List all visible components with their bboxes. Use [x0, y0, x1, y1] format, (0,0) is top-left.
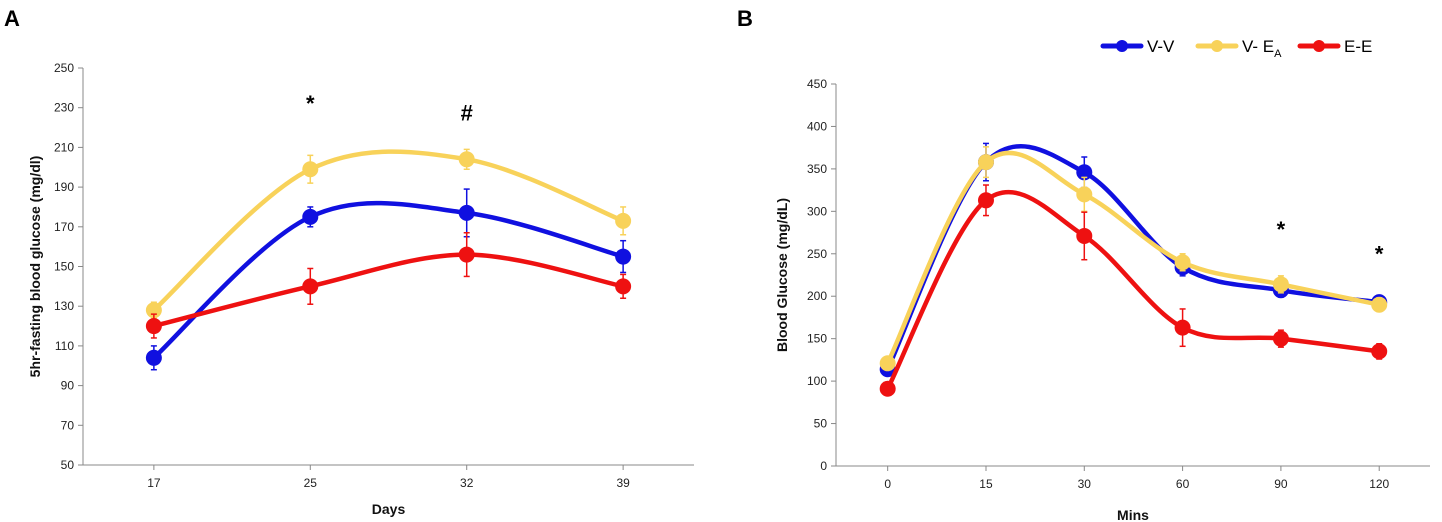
- legend-marker-v-ea: [1211, 40, 1223, 52]
- panel-a: A 50 70 90 110 130 150 170 190 210 230 250 17 25 32 39 D…: [4, 6, 694, 517]
- y-tick-label: 400: [807, 119, 827, 133]
- series-e-e: [879, 184, 1388, 397]
- y-tick-label: 50: [61, 458, 75, 472]
- y-tick-label: 130: [54, 299, 74, 313]
- x-tick-label: 30: [1078, 477, 1092, 491]
- y-tick-label: 150: [807, 332, 827, 346]
- legend-label-v-ea: V- EA: [1242, 37, 1282, 60]
- data-point-e-e: [977, 192, 994, 209]
- y-tick-label: 90: [61, 379, 75, 393]
- data-point-v-ea: [879, 355, 896, 372]
- panel-label: A: [4, 6, 20, 31]
- legend-label-text: E-E: [1344, 37, 1372, 56]
- x-tick-label: 17: [147, 476, 161, 490]
- data-point-e-e: [1272, 330, 1289, 347]
- data-point-v-ea: [302, 161, 319, 178]
- x-tick-label: 90: [1274, 477, 1288, 491]
- data-point-e-e: [1076, 227, 1093, 244]
- panel-label: B: [737, 6, 753, 31]
- data-point-v-ea: [1174, 254, 1191, 271]
- data-point-v-v: [302, 208, 319, 225]
- x-axis-label: Days: [372, 501, 406, 517]
- data-point-v-ea: [1272, 276, 1289, 293]
- data-point-v-ea: [1371, 296, 1388, 313]
- y-tick-label: 110: [55, 339, 74, 353]
- data-point-e-e: [615, 278, 632, 295]
- legend-label-subscript: A: [1274, 48, 1282, 60]
- y-tick-label: 100: [807, 374, 827, 388]
- data-point-e-e: [302, 278, 319, 295]
- y-tick-label: 50: [814, 417, 828, 431]
- data-point-e-e: [145, 318, 162, 335]
- x-tick-label: 25: [304, 476, 318, 490]
- y-tick-label: 170: [54, 220, 74, 234]
- x-tick-label: 32: [460, 476, 474, 490]
- y-tick-label: 350: [807, 162, 827, 176]
- x-tick-label: 39: [616, 476, 630, 490]
- data-point-v-ea: [1076, 186, 1093, 203]
- significance-marker: *: [1277, 217, 1286, 242]
- legend-marker-e-e: [1313, 40, 1325, 52]
- x-tick-label: 0: [884, 477, 891, 491]
- panel-b: B 0 50 100 150 200 250 300 350 400 450 0 15 30 60 90 120…: [737, 6, 1430, 522]
- data-point-e-e: [458, 246, 475, 263]
- y-tick-label: 450: [807, 77, 827, 91]
- series-e-e: [145, 232, 632, 339]
- y-tick-label: 70: [61, 418, 75, 432]
- legend-label-e-e: E-E: [1344, 37, 1372, 56]
- legend-label-v-v: V-V: [1147, 37, 1175, 56]
- legend-marker-v-v: [1116, 40, 1128, 52]
- y-axis-label: 5hr-fasting blood glucose (mg/dl): [27, 156, 43, 378]
- data-point-e-e: [1174, 319, 1191, 336]
- x-tick-label: 15: [979, 477, 993, 491]
- data-point-v-v: [615, 248, 632, 265]
- data-point-v-v: [1076, 164, 1093, 181]
- data-point-v-ea: [145, 302, 162, 319]
- x-tick-label: 60: [1176, 477, 1190, 491]
- y-tick-label: 0: [820, 459, 827, 473]
- significance-marker: *: [1375, 241, 1384, 266]
- series-line-v-ea: [885, 150, 1382, 366]
- data-point-v-v: [145, 349, 162, 366]
- y-axis-label: Blood Glucose (mg/dL): [774, 198, 790, 352]
- x-axis-label: Mins: [1117, 507, 1149, 522]
- y-tick-label: 250: [54, 61, 74, 75]
- series-line-v-ea: [151, 149, 626, 313]
- y-tick-label: 190: [54, 180, 74, 194]
- y-tick-label: 250: [807, 247, 827, 261]
- significance-marker: #: [461, 101, 473, 126]
- legend-label-text: V-V: [1147, 37, 1175, 56]
- significance-marker: *: [306, 91, 315, 116]
- y-tick-label: 200: [807, 289, 827, 303]
- series-v-ea: [145, 148, 632, 319]
- y-tick-label: 150: [54, 260, 74, 274]
- data-point-v-ea: [458, 151, 475, 168]
- legend-label-text: V- E: [1242, 37, 1274, 56]
- data-point-v-v: [458, 204, 475, 221]
- series-v-v: [145, 188, 632, 371]
- data-point-v-ea: [977, 154, 994, 171]
- series-line-e-e: [151, 252, 626, 329]
- y-tick-label: 300: [807, 204, 827, 218]
- y-tick-label: 230: [54, 101, 74, 115]
- data-point-e-e: [879, 380, 896, 397]
- x-tick-label: 120: [1369, 477, 1389, 491]
- series-line-v-v: [151, 200, 626, 361]
- series-line-v-v: [885, 144, 1382, 372]
- legend: V-V V- EA E-E: [1100, 37, 1372, 60]
- data-point-e-e: [1371, 343, 1388, 360]
- series-v-ea: [879, 146, 1388, 372]
- y-tick-label: 210: [54, 140, 74, 154]
- data-point-v-ea: [615, 212, 632, 229]
